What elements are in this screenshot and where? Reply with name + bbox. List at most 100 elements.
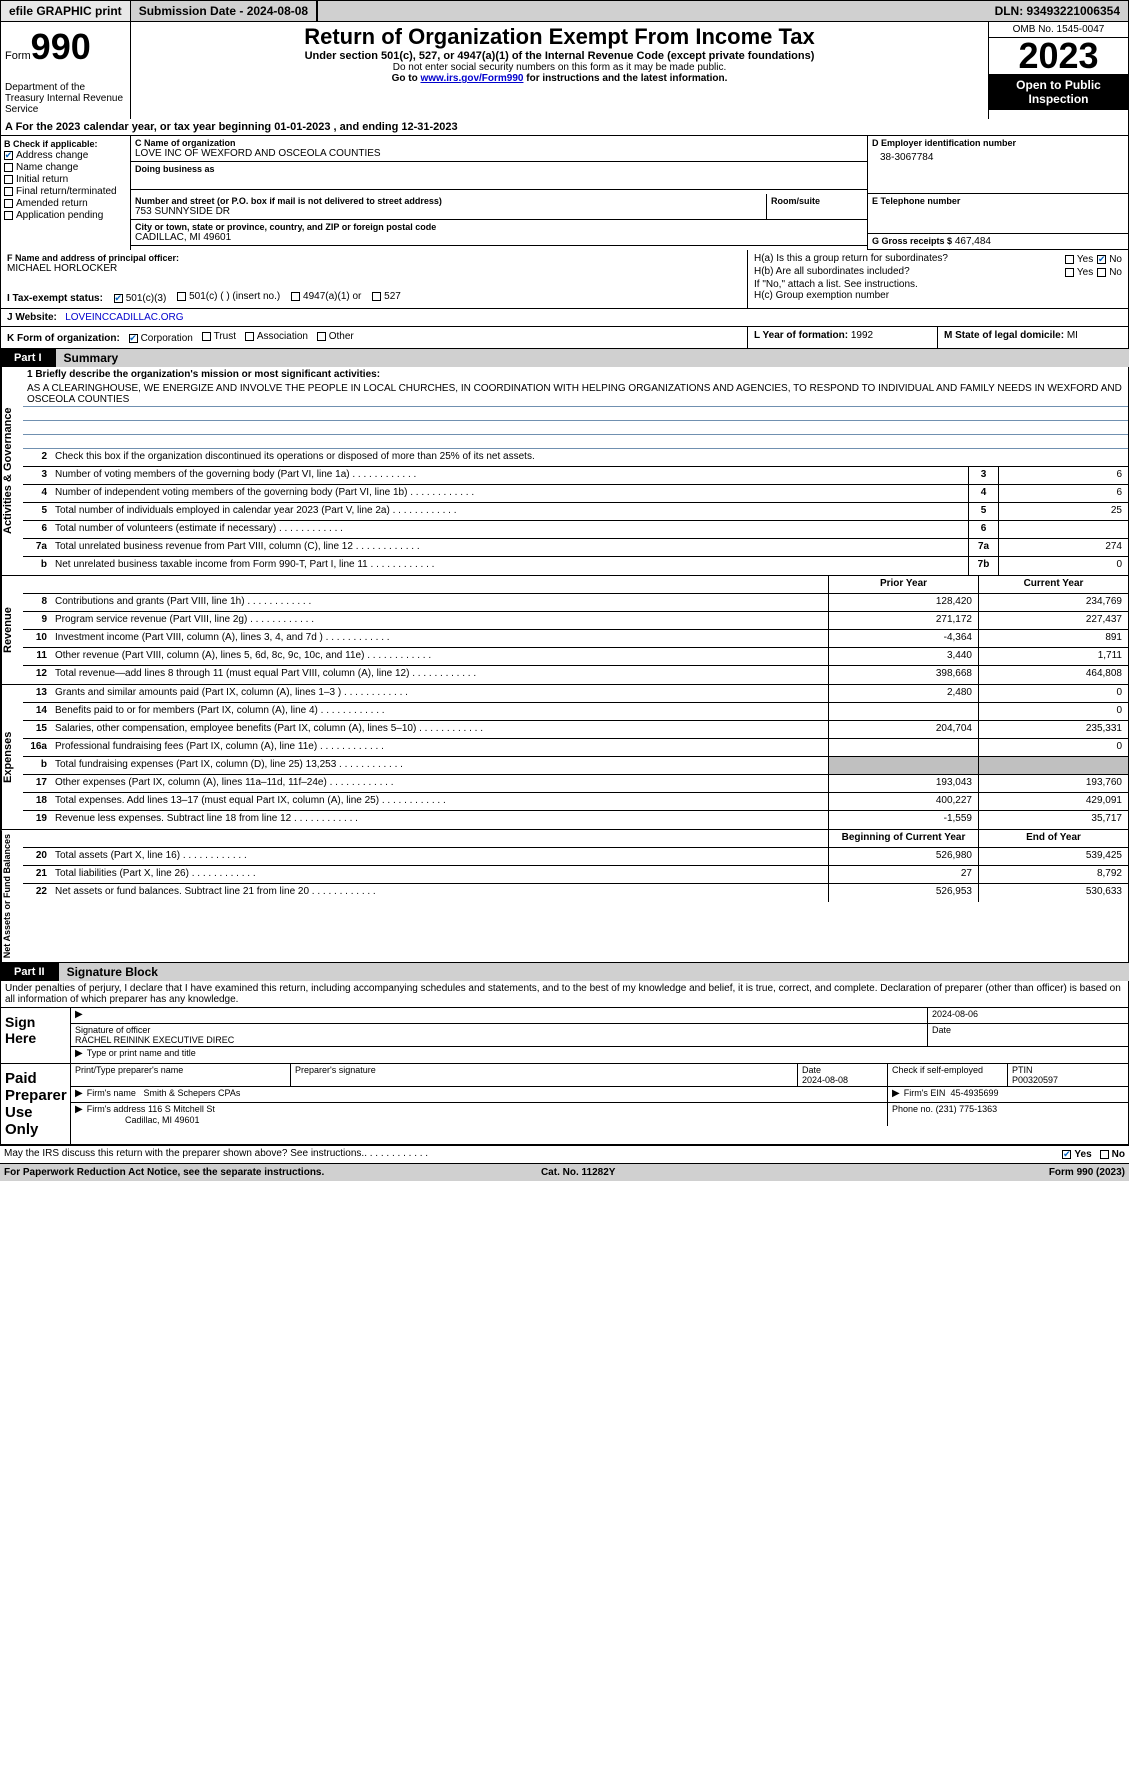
- info-grid: B Check if applicable: ✔Address changeNa…: [0, 136, 1129, 250]
- dept-label: Department of the Treasury Internal Reve…: [5, 82, 126, 115]
- summary-row: 13Grants and similar amounts paid (Part …: [23, 685, 1128, 703]
- summary-row: 21Total liabilities (Part X, line 26)278…: [23, 866, 1128, 884]
- box-h: H(a) Is this a group return for subordin…: [748, 250, 1128, 308]
- sign-here-block: Sign Here 2024-08-06 Signature of office…: [0, 1008, 1129, 1064]
- summary-row: bNet unrelated business taxable income f…: [23, 557, 1128, 575]
- goto-line: Go to www.irs.gov/Form990 for instructio…: [137, 73, 982, 84]
- form-number: 990: [31, 26, 91, 67]
- chk-discuss-no[interactable]: [1100, 1150, 1109, 1159]
- public-inspection: Open to Public Inspection: [989, 74, 1128, 110]
- box-b-item: ✔Address change: [4, 150, 127, 161]
- vlabel-netassets: Net Assets or Fund Balances: [1, 830, 23, 962]
- chk-ha-no[interactable]: ✔: [1097, 255, 1106, 264]
- row-j: J Website: LOVEINCCADILLAC.ORG: [0, 309, 1129, 327]
- top-toolbar: efile GRAPHIC print Submission Date - 20…: [0, 0, 1129, 22]
- summary-row: 9Program service revenue (Part VIII, lin…: [23, 612, 1128, 630]
- summary-row: 10Investment income (Part VIII, column (…: [23, 630, 1128, 648]
- box-b-item: Application pending: [4, 210, 127, 221]
- box-m: M State of legal domicile: MI: [938, 327, 1128, 348]
- box-b-checkbox[interactable]: ✔: [4, 151, 13, 160]
- row-klm: K Form of organization: ✔ Corporation Tr…: [0, 327, 1129, 349]
- summary-row: 19Revenue less expenses. Subtract line 1…: [23, 811, 1128, 829]
- summary-row: 17Other expenses (Part IX, column (A), l…: [23, 775, 1128, 793]
- sig-date1: 2024-08-06: [928, 1008, 1128, 1023]
- section-activities: Activities & Governance 1 Briefly descri…: [0, 367, 1129, 576]
- summary-row: 16aProfessional fundraising fees (Part I…: [23, 739, 1128, 757]
- header-title-block: Return of Organization Exempt From Incom…: [131, 22, 988, 119]
- chk-501c3[interactable]: ✔: [114, 294, 123, 303]
- nossn-note: Do not enter social security numbers on …: [137, 62, 982, 73]
- irs-link[interactable]: www.irs.gov/Form990: [420, 73, 523, 84]
- chk-trust[interactable]: [202, 332, 211, 341]
- chk-hb-yes[interactable]: [1065, 268, 1074, 277]
- summary-row: bTotal fundraising expenses (Part IX, co…: [23, 757, 1128, 775]
- paid-preparer-block: Paid Preparer Use Only Print/Type prepar…: [0, 1064, 1129, 1145]
- chk-4947[interactable]: [291, 292, 300, 301]
- paid-preparer-label: Paid Preparer Use Only: [1, 1064, 71, 1144]
- box-f: F Name and address of principal officer:…: [1, 250, 748, 308]
- tax-year: 2023: [989, 38, 1128, 74]
- box-g-receipts: G Gross receipts $ 467,484: [868, 234, 1128, 250]
- vlabel-expenses: Expenses: [1, 685, 23, 829]
- box-b-label: B Check if applicable:: [4, 139, 127, 149]
- summary-row: 20Total assets (Part X, line 16)526,9805…: [23, 848, 1128, 866]
- box-e-phone: E Telephone number: [868, 194, 1128, 234]
- section-expenses: Expenses 13Grants and similar amounts pa…: [0, 685, 1129, 830]
- chk-hb-no[interactable]: [1097, 268, 1106, 277]
- penalty-statement: Under penalties of perjury, I declare th…: [0, 981, 1129, 1008]
- box-k: K Form of organization: ✔ Corporation Tr…: [1, 327, 748, 348]
- box-b-checkbox[interactable]: [4, 187, 13, 196]
- summary-row: 18Total expenses. Add lines 13–17 (must …: [23, 793, 1128, 811]
- section-revenue: Revenue Prior Year Current Year 8Contrib…: [0, 576, 1129, 685]
- box-b-item: Amended return: [4, 198, 127, 209]
- chk-527[interactable]: [372, 292, 381, 301]
- form-header: Form990 Department of the Treasury Inter…: [0, 22, 1129, 119]
- form-title: Return of Organization Exempt From Incom…: [137, 24, 982, 50]
- box-c-city: City or town, state or province, country…: [131, 220, 867, 246]
- box-d-ein: D Employer identification number 38-3067…: [868, 136, 1128, 194]
- box-b-item: Initial return: [4, 174, 127, 185]
- box-c-suite: Room/suite: [767, 194, 867, 220]
- summary-row: 15Salaries, other compensation, employee…: [23, 721, 1128, 739]
- mission-text: AS A CLEARINGHOUSE, WE ENERGIZE AND INVO…: [23, 382, 1128, 407]
- summary-row: 3Number of voting members of the governi…: [23, 467, 1128, 485]
- chk-ha-yes[interactable]: [1065, 255, 1074, 264]
- box-b: B Check if applicable: ✔Address changeNa…: [1, 136, 131, 250]
- vlabel-revenue: Revenue: [1, 576, 23, 684]
- efile-print-button[interactable]: efile GRAPHIC print: [1, 1, 131, 21]
- chk-501c[interactable]: [177, 292, 186, 301]
- form-id-block: Form990 Department of the Treasury Inter…: [1, 22, 131, 119]
- summary-row: 5Total number of individuals employed in…: [23, 503, 1128, 521]
- box-l: L Year of formation: 1992: [748, 327, 938, 348]
- boxes-cde: C Name of organization LOVE INC OF WEXFO…: [131, 136, 1128, 250]
- chk-assoc[interactable]: [245, 332, 254, 341]
- summary-row: 8Contributions and grants (Part VIII, li…: [23, 594, 1128, 612]
- box-c-name: C Name of organization LOVE INC OF WEXFO…: [131, 136, 867, 162]
- chk-other[interactable]: [317, 332, 326, 341]
- sign-here-label: Sign Here: [1, 1008, 71, 1063]
- part1-header: Part I Summary: [0, 349, 1129, 367]
- box-b-checkbox[interactable]: [4, 175, 13, 184]
- chk-discuss-yes[interactable]: ✔: [1062, 1150, 1071, 1159]
- vlabel-activities: Activities & Governance: [1, 367, 23, 575]
- summary-row: 12Total revenue—add lines 8 through 11 (…: [23, 666, 1128, 684]
- summary-row: 7aTotal unrelated business revenue from …: [23, 539, 1128, 557]
- summary-row: 11Other revenue (Part VIII, column (A), …: [23, 648, 1128, 666]
- box-b-checkbox[interactable]: [4, 163, 13, 172]
- page-footer: For Paperwork Reduction Act Notice, see …: [0, 1163, 1129, 1181]
- section-netassets: Net Assets or Fund Balances Beginning of…: [0, 830, 1129, 963]
- line-a-period: A For the 2023 calendar year, or tax yea…: [0, 119, 1129, 136]
- part2-header: Part II Signature Block: [0, 963, 1129, 981]
- box-b-checkbox[interactable]: [4, 211, 13, 220]
- header-right-block: OMB No. 1545-0047 2023 Open to Public In…: [988, 22, 1128, 119]
- chk-corp[interactable]: ✔: [129, 334, 138, 343]
- summary-row: 14Benefits paid to or for members (Part …: [23, 703, 1128, 721]
- summary-row: 4Number of independent voting members of…: [23, 485, 1128, 503]
- form-subtitle: Under section 501(c), 527, or 4947(a)(1)…: [137, 50, 982, 62]
- website-link[interactable]: LOVEINCCADILLAC.ORG: [65, 312, 183, 323]
- dln-number: DLN: 93493221006354: [987, 1, 1128, 21]
- summary-row: 6Total number of volunteers (estimate if…: [23, 521, 1128, 539]
- form-word: Form: [5, 50, 31, 62]
- box-c-street: Number and street (or P.O. box if mail i…: [131, 194, 767, 220]
- box-b-checkbox[interactable]: [4, 199, 13, 208]
